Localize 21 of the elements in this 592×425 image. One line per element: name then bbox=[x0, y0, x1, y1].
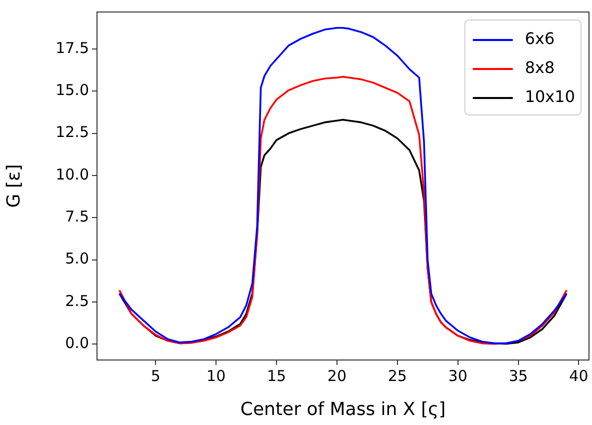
legend-label: 8x8 bbox=[524, 58, 555, 78]
y-tick-label: 17.5 bbox=[56, 38, 89, 57]
x-tick-label: 5 bbox=[150, 366, 160, 385]
y-tick-label: 7.5 bbox=[65, 208, 89, 226]
y-tick-label: 0.0 bbox=[65, 334, 89, 352]
x-tick-label: 35 bbox=[508, 366, 528, 385]
x-tick-label: 15 bbox=[266, 366, 286, 385]
y-tick-label: 10.0 bbox=[56, 165, 89, 184]
x-tick-label: 40 bbox=[569, 366, 588, 385]
y-tick-label: 5.0 bbox=[65, 250, 89, 268]
y-tick-label: 15.0 bbox=[56, 81, 89, 100]
x-tick-label: 20 bbox=[327, 366, 347, 385]
x-tick-label: 10 bbox=[206, 366, 226, 385]
x-tick-label: 25 bbox=[388, 366, 407, 385]
x-axis-title: Center of Mass in X [ς] bbox=[240, 398, 446, 420]
y-tick-label: 2.5 bbox=[65, 292, 89, 310]
y-tick-label: 12.5 bbox=[56, 123, 89, 142]
x-tick-label: 30 bbox=[448, 366, 468, 385]
legend-label: 6x6 bbox=[524, 29, 555, 48]
legend-label: 10x10 bbox=[524, 87, 575, 106]
y-axis-title: G [ε] bbox=[3, 164, 24, 208]
